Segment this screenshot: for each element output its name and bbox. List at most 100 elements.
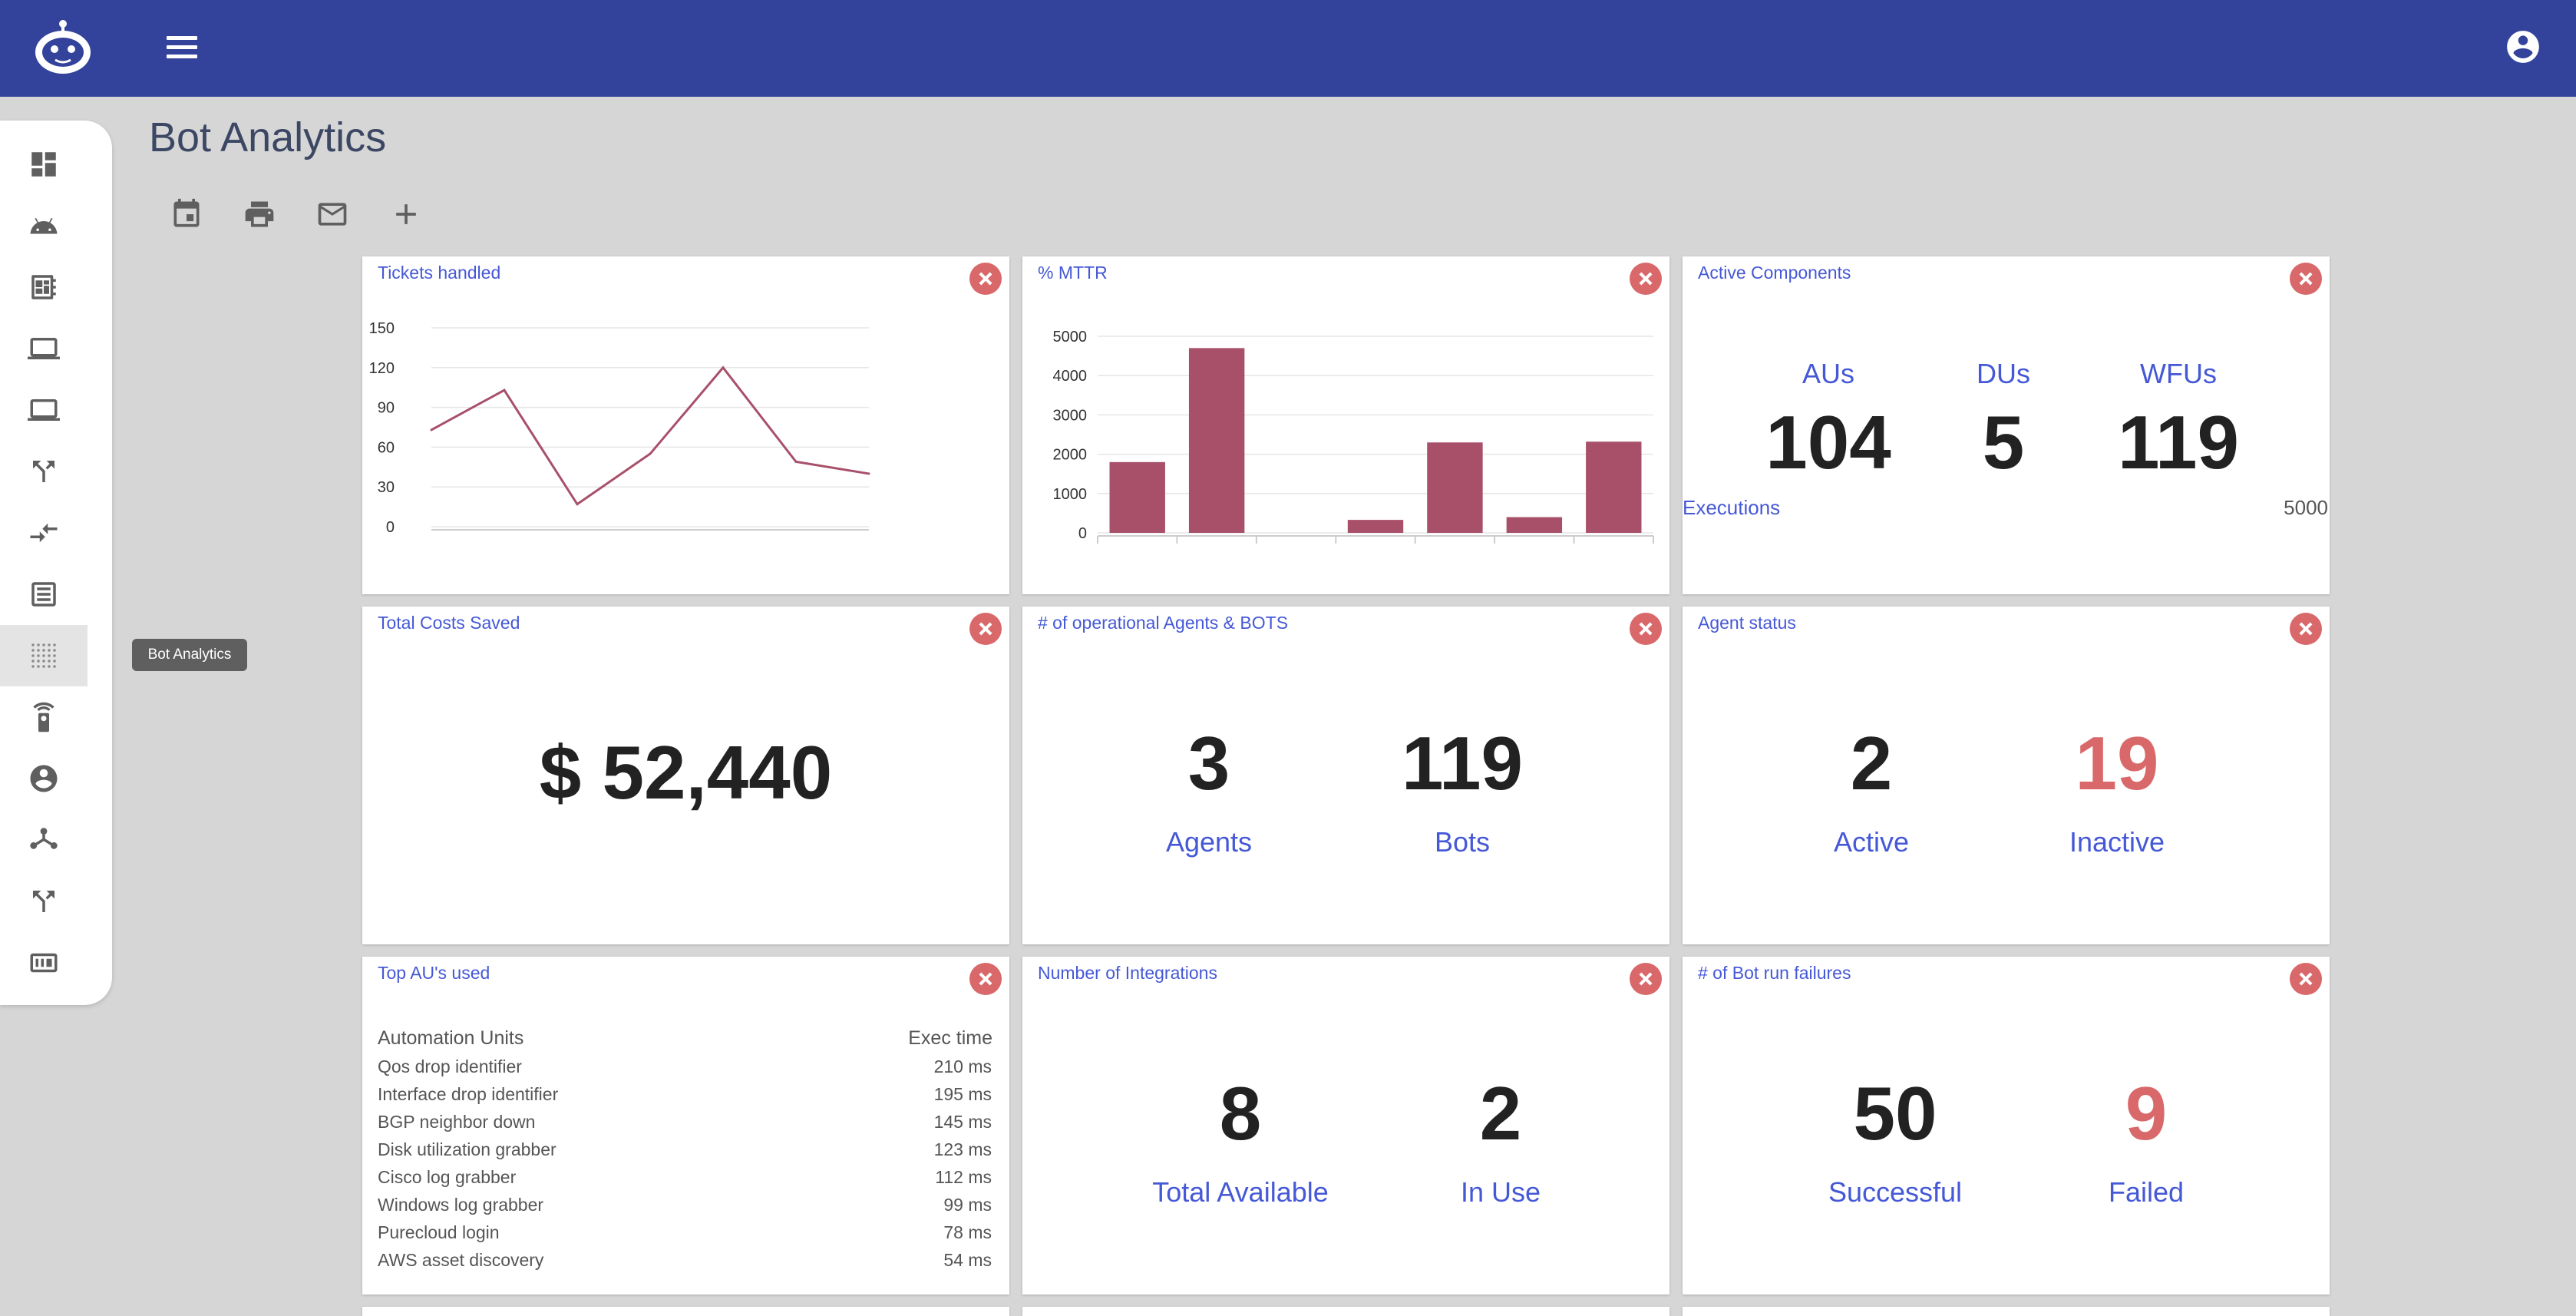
wfus-value: 119 [2117,400,2240,484]
close-icon[interactable] [2290,613,2322,645]
laptop-icon [28,399,60,421]
print-button[interactable] [240,195,279,233]
y-tick-label: 90 [378,400,395,417]
account-circle-icon[interactable] [2504,28,2542,66]
robot-logo-icon[interactable] [31,18,95,77]
card-title: Number of Integrations [1038,963,1217,983]
executions-value: 5000 [2284,496,2328,519]
table-row: Purecloud login 78 ms [378,1222,992,1250]
table-row: BGP neighbor down 145 ms [378,1112,992,1139]
inactive-value: 19 [2075,721,2159,805]
card-title: Tickets handled [378,263,501,283]
close-icon[interactable] [969,263,1002,295]
print-icon [245,201,274,227]
tickets-line-chart: 0 30 60 90 120 150 [369,320,870,536]
table-row: Interface drop identifier 195 ms [378,1084,992,1112]
au-name: AWS asset discovery [378,1250,544,1270]
total-available-label: Total Available [1152,1176,1329,1208]
mail-button[interactable] [313,195,352,233]
sidebar-item-remote[interactable] [0,686,88,748]
au-name: Disk utilization grabber [378,1139,556,1159]
card-title: Agent status [1698,613,1796,633]
table-row: Cisco log grabber 112 ms [378,1167,992,1195]
in-use-label: In Use [1460,1176,1541,1208]
y-tick-label: 0 [1078,525,1087,542]
calendar-icon [173,198,200,227]
card-tickets-handled: Tickets handled 0 30 60 90 120 150 [362,256,1009,594]
y-tick-label: 150 [369,320,395,337]
y-tick-label: 0 [386,519,395,536]
card-integrations: Number of Integrations 8 Total Available… [1022,957,1669,1295]
counter-icon [30,953,58,973]
card-agent-status: Agent status 2 Active 19 Inactive [1683,607,2330,944]
sidebar-item-list[interactable] [0,564,88,625]
sidebar-item-bots[interactable] [0,195,88,256]
bar [1109,461,1165,533]
agents-value: 3 [1187,721,1230,805]
add-widget-button[interactable] [387,195,425,233]
series-line [431,365,870,506]
card-top-aus: Top AU's used Automation Units Exec time… [362,957,1009,1295]
hamburger-menu-icon[interactable] [163,31,201,64]
sidebar-item-split[interactable] [0,871,88,932]
sidebar-item-counter[interactable] [0,932,88,994]
close-icon[interactable] [969,613,1002,645]
sidebar-item-bot-analytics[interactable] [0,625,88,686]
top-app-bar [0,0,2576,97]
close-icon[interactable] [1630,263,1662,295]
close-icon[interactable] [2290,263,2322,295]
close-icon[interactable] [1630,963,1662,995]
sidebar-item-machines[interactable] [0,379,88,441]
y-tick-label: 30 [378,479,395,496]
bar [1347,520,1404,533]
close-icon[interactable] [2290,963,2322,995]
sidebar-tooltip: Bot Analytics [132,639,247,671]
calendar-button[interactable] [167,195,206,233]
call-split-icon [33,461,54,482]
au-time: 112 ms [935,1167,992,1187]
au-time: 145 ms [933,1112,992,1132]
card-operational-agents: # of operational Agents & BOTS 3 Agents … [1022,607,1669,944]
grid-dots-icon [31,643,56,668]
close-icon[interactable] [1630,613,1662,645]
active-label: Active [1833,826,1910,858]
dus-value: 5 [1982,400,2025,484]
data-point [722,366,725,369]
dus-label: DUs [1977,358,2030,389]
au-time: 123 ms [933,1139,992,1159]
mttr-bar-chart: 0 1000 2000 3000 4000 5000 [1053,329,1654,544]
sidebar-item-hub[interactable] [0,809,88,871]
wfus-label: WFUs [2140,358,2217,389]
sidebar-item-users[interactable] [0,748,88,809]
data-point [649,452,652,455]
y-tick-label: 120 [369,360,395,377]
sidebar-item-workflows[interactable] [0,441,88,502]
aus-value: 104 [1765,400,1891,484]
hub-icon [30,828,58,849]
card-title: Total Costs Saved [378,613,520,633]
au-time: 78 ms [943,1222,992,1242]
sidebar-item-merge[interactable] [0,502,88,564]
inactive-label: Inactive [2069,826,2165,858]
sidebar-item-devices[interactable] [0,318,88,379]
au-time: 195 ms [933,1084,992,1104]
sidebar-item-dashboard[interactable] [0,134,88,195]
y-tick-label: 4000 [1053,368,1088,385]
aus-label: AUs [1802,358,1854,389]
sidebar-item-ledger[interactable] [0,256,88,318]
laptop-icon [28,338,60,359]
data-point [867,472,870,475]
costs-value: $ 52,440 [539,730,833,815]
failed-value: 9 [2125,1071,2168,1156]
data-point [503,389,506,392]
close-icon[interactable] [969,963,1002,995]
table-row: Disk utilization grabber 123 ms [378,1139,992,1167]
active-value: 2 [1850,721,1893,805]
list-icon [31,582,56,607]
bar [1506,517,1563,533]
add-icon [396,204,416,224]
card-title: # of operational Agents & BOTS [1038,613,1289,633]
au-time: 54 ms [943,1250,992,1270]
table-row: AWS asset discovery 54 ms [378,1250,992,1278]
bar [1188,348,1245,533]
